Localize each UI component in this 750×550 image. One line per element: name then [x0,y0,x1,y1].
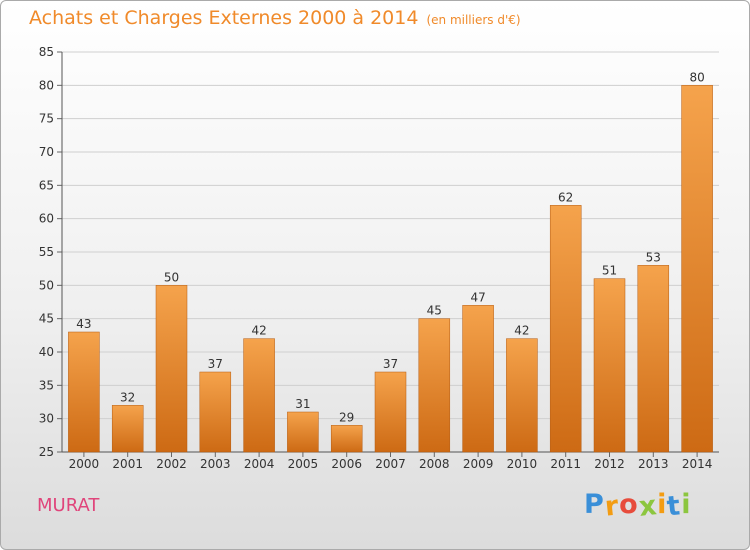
bar-2008 [418,318,451,453]
bar-2002 [155,285,188,453]
axes: 25 30 35 40 45 50 55 60 65 70 75 80 85 2000 2001 2002 20… [39,45,719,471]
logo-letter: P [584,489,605,520]
x-tick-label-2001: 2001 [112,457,143,471]
data-label-2010: 42 [514,324,529,338]
x-tick-label-2011: 2011 [550,457,581,471]
y-tick-label: 60 [39,212,54,226]
x-tick-label-2004: 2004 [244,457,275,471]
bar-2013 [637,265,670,453]
data-label-2012: 51 [602,264,617,278]
data-label-2004: 42 [251,324,266,338]
bar-2007 [374,371,407,453]
x-tick-label-2002: 2002 [156,457,187,471]
bar-2014 [681,85,713,453]
data-label-2001: 32 [120,390,135,404]
bar-2000 [68,331,100,453]
bar-2005 [287,411,319,453]
bar-2011 [549,205,582,453]
data-label-2014: 80 [689,70,704,84]
logo-letter: x [637,490,659,523]
x-tick-label-2007: 2007 [375,457,406,471]
logo-letter: r [603,490,621,523]
y-tick-label: 50 [39,278,54,292]
y-tick-label: 45 [39,312,54,326]
data-label-2009: 47 [470,290,485,304]
commune-name: MURAT [37,495,100,516]
logo-letter: i [657,489,668,520]
x-tick-label-2010: 2010 [507,457,538,471]
x-tick-label-2000: 2000 [69,457,100,471]
data-labels: 43 32 50 37 42 31 29 37 45 47 42 62 51 53 80 [76,70,704,424]
data-label-2002: 50 [164,270,179,284]
y-tick-label: 35 [39,378,54,392]
data-label-2011: 62 [558,190,573,204]
x-tick-label-2013: 2013 [638,457,669,471]
data-label-2006: 29 [339,410,354,424]
bar-2001 [111,405,144,453]
bar-2012 [593,278,626,453]
logo-letter: i [681,489,692,520]
chart-title: Achats et Charges Externes 2000 à 2014 (e… [29,7,521,29]
y-tick-label: 70 [39,145,54,159]
y-tick-label: 55 [39,245,54,259]
bar-2003 [199,371,232,453]
x-tick-label-2012: 2012 [594,457,625,471]
data-label-2000: 43 [76,317,91,331]
data-label-2013: 53 [646,250,661,264]
data-label-2005: 31 [295,397,310,411]
data-label-2007: 37 [383,357,398,371]
y-tick-label: 30 [39,412,54,426]
y-tick-label: 25 [39,445,54,459]
y-tick-label: 85 [39,45,54,59]
y-tick-label: 65 [39,178,54,192]
x-tick-label-2014: 2014 [682,457,713,471]
bar-2010 [506,338,538,453]
bar-2006 [330,425,363,453]
x-tick-label-2003: 2003 [200,457,231,471]
y-tick-label: 75 [39,112,54,126]
x-tick-label-2009: 2009 [463,457,494,471]
chart-title-text: Achats et Charges Externes 2000 à 2014 [29,7,419,29]
bar-2009 [462,305,494,453]
data-label-2008: 45 [427,304,442,318]
x-tick-label-2005: 2005 [288,457,319,471]
bars [68,85,713,453]
y-tick-label: 40 [39,345,54,359]
proxiti-logo[interactable]: Proxiti [584,489,692,523]
y-tick-label: 80 [39,78,54,92]
x-tick-label-2008: 2008 [419,457,450,471]
x-tick-label-2006: 2006 [331,457,362,471]
chart-unit: (en milliers d'€) [426,13,521,27]
bar-2004 [243,338,275,453]
logo-letter: o [619,489,639,520]
data-label-2003: 37 [208,357,223,371]
